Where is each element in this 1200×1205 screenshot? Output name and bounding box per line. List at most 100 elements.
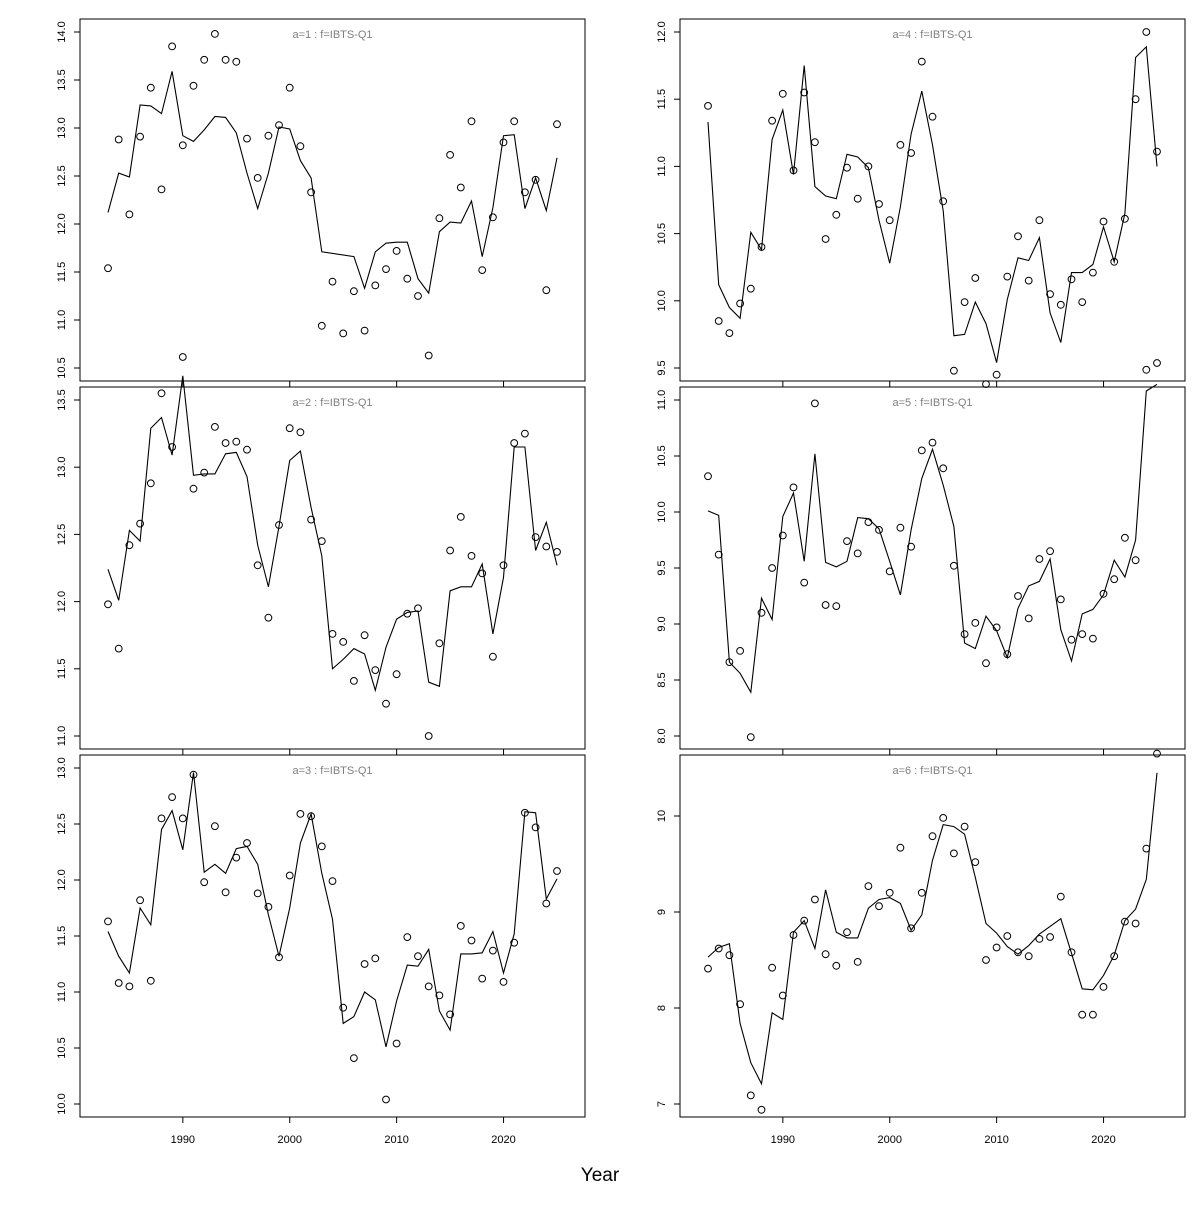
observed-point [114, 135, 123, 144]
chart-panel-6: a=6 : f=IBTS-Q1 7 8 9 10 1990 2000 2010 2020 [656, 749, 1186, 1146]
observed-point [757, 243, 766, 251]
observed-point [725, 658, 734, 666]
observed-point [1099, 217, 1108, 226]
observed-point [1142, 365, 1151, 374]
y-tick-label: 11.5 [56, 659, 68, 680]
observed-point [1067, 948, 1076, 957]
observed-point [757, 1105, 766, 1114]
panel-frame [79, 754, 586, 1118]
fitted-line [107, 772, 558, 1048]
panel-title: a=5 : f=IBTS-Q1 [892, 397, 972, 409]
observed-point [114, 644, 123, 653]
x-tick-label: 1990 [771, 1134, 795, 1146]
observed-point [1131, 556, 1140, 565]
observed-point [928, 438, 937, 447]
observed-point [157, 814, 166, 823]
observed-point [317, 537, 326, 545]
observed-point [1014, 232, 1022, 241]
observed-point [1142, 28, 1151, 36]
observed-point [778, 991, 787, 1000]
panel-frame [79, 18, 586, 382]
observed-point [1131, 919, 1140, 928]
observed-point [531, 175, 540, 184]
observed-point [553, 548, 561, 556]
y-tick-label: 12.5 [56, 524, 68, 545]
observed-point [467, 936, 476, 945]
observed-point [778, 89, 787, 98]
observed-point [403, 933, 412, 941]
x-tick-label: 2020 [1091, 1134, 1115, 1146]
y-tick-label: 8 [656, 1005, 668, 1011]
observed-point [211, 423, 219, 431]
observed-point [328, 630, 337, 638]
panel-title: a=1 : f=IBTS-Q1 [292, 29, 372, 41]
observed-point [125, 982, 134, 991]
observed-point [982, 380, 990, 389]
observed-point [553, 120, 561, 129]
observed-point [885, 567, 894, 576]
observed-point [114, 979, 123, 987]
observed-point [136, 132, 145, 141]
observed-point [104, 917, 112, 926]
observed-point [843, 537, 851, 545]
observed-point [811, 138, 819, 147]
y-tick-label: 12.5 [56, 813, 68, 834]
observed-point [917, 57, 926, 66]
observed-point [360, 326, 369, 335]
observed-point [456, 183, 465, 192]
observed-point [1078, 1010, 1087, 1019]
observed-point [435, 214, 444, 223]
observed-point [1046, 547, 1054, 556]
observed-point [950, 849, 958, 858]
observed-point [146, 976, 155, 985]
observed-point [178, 814, 187, 823]
observed-point [136, 519, 145, 528]
observed-point [736, 299, 744, 308]
observed-point [414, 604, 422, 613]
observed-point [285, 83, 294, 92]
y-tick-label: 12.5 [56, 165, 68, 186]
observed-point [971, 619, 980, 627]
observed-point [371, 666, 380, 674]
observed-point [339, 1003, 348, 1012]
observed-point [521, 808, 529, 817]
observed-point [992, 943, 1001, 952]
observed-point [232, 853, 241, 862]
observed-point [950, 366, 958, 375]
observed-point [1089, 634, 1097, 643]
observed-point [746, 1091, 755, 1100]
observed-point [317, 321, 326, 330]
observed-point [1046, 290, 1054, 299]
fitted-line [707, 383, 1158, 695]
observed-point [907, 542, 915, 551]
observed-point [746, 733, 755, 741]
observed-point [768, 116, 776, 125]
observed-point [907, 924, 915, 933]
observed-point [1078, 630, 1087, 638]
y-tick-label: 13.0 [56, 456, 68, 477]
observed-point [232, 437, 241, 446]
y-tick-label: 11.5 [56, 926, 68, 947]
observed-point [896, 843, 905, 852]
observed-point [960, 630, 969, 638]
observed-point [982, 956, 990, 964]
observed-point [178, 141, 187, 150]
observed-point [360, 631, 369, 640]
chart-panel-4: a=4 : f=IBTS-Q1 9.5 10.0 10.5 11.0 11.5 12.0 [656, 18, 1186, 389]
observed-point [146, 83, 155, 92]
observed-point [778, 531, 787, 540]
observed-point [714, 944, 723, 953]
observed-point [992, 370, 1001, 379]
observed-point [392, 1039, 401, 1048]
observed-point [746, 284, 755, 293]
observed-point [531, 823, 540, 832]
fitted-line [107, 71, 558, 295]
observed-point [264, 613, 273, 622]
observed-point [1003, 932, 1012, 940]
y-tick-label: 12.0 [656, 21, 668, 42]
observed-point [489, 652, 497, 661]
y-tick-label: 8.5 [656, 672, 668, 687]
observed-point [200, 55, 209, 64]
y-tick-label: 13.0 [56, 757, 68, 778]
observed-point [960, 298, 969, 307]
